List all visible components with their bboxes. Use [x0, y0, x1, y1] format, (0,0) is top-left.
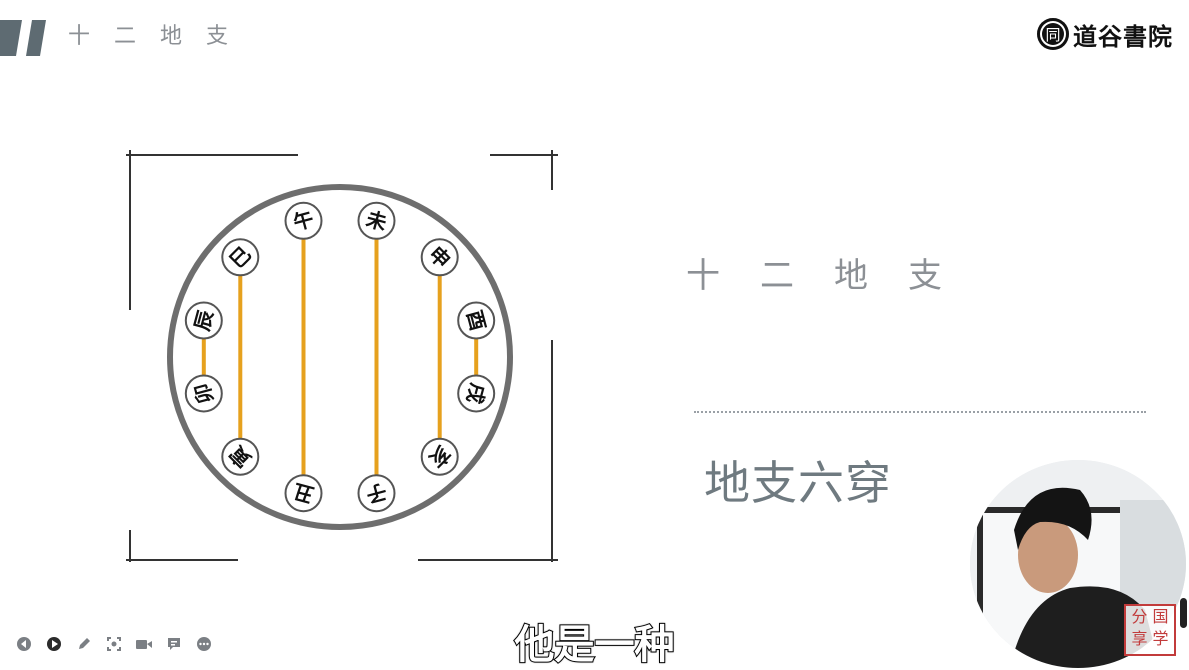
frame-brackets	[126, 150, 558, 562]
brand-logo: 同 道谷書院	[1037, 16, 1173, 52]
outer-ring	[167, 184, 513, 530]
section-title: 地支六穿	[704, 456, 892, 510]
divider-line	[694, 411, 1146, 413]
more-icon[interactable]	[194, 634, 214, 654]
header-stripes-decoration	[0, 20, 46, 56]
screenshot-icon[interactable]	[104, 634, 124, 654]
branch-node	[357, 201, 396, 240]
branch-node	[457, 374, 496, 413]
branch-node	[184, 301, 223, 340]
branch-node	[457, 301, 496, 340]
branch-node	[420, 437, 459, 476]
logo-text: 道谷書院	[1073, 22, 1173, 51]
play-icon[interactable]	[44, 634, 64, 654]
branch-node	[184, 374, 223, 413]
branch-node	[221, 238, 260, 277]
video-subtitle: 他是一种	[514, 621, 676, 669]
branch-node	[420, 238, 459, 277]
logo-seal-icon: 同	[1037, 18, 1069, 50]
pen-icon[interactable]	[74, 634, 94, 654]
prev-icon[interactable]	[14, 634, 34, 654]
player-controls	[14, 634, 214, 654]
branch-node	[284, 201, 323, 240]
comment-icon[interactable]	[164, 634, 184, 654]
header-title: 十二地支	[68, 24, 253, 49]
camera-icon[interactable]	[134, 634, 154, 654]
branch-node	[221, 437, 260, 476]
branch-node	[284, 474, 323, 513]
earthly-branches-diagram: 午未申酉戌亥子丑寅卯辰巳	[126, 150, 558, 562]
slide-title: 十二地支	[686, 256, 982, 296]
watermark-stamp: 分 国 享 学	[1124, 604, 1176, 656]
scroll-handle[interactable]	[1180, 598, 1187, 628]
branch-node	[357, 474, 396, 513]
